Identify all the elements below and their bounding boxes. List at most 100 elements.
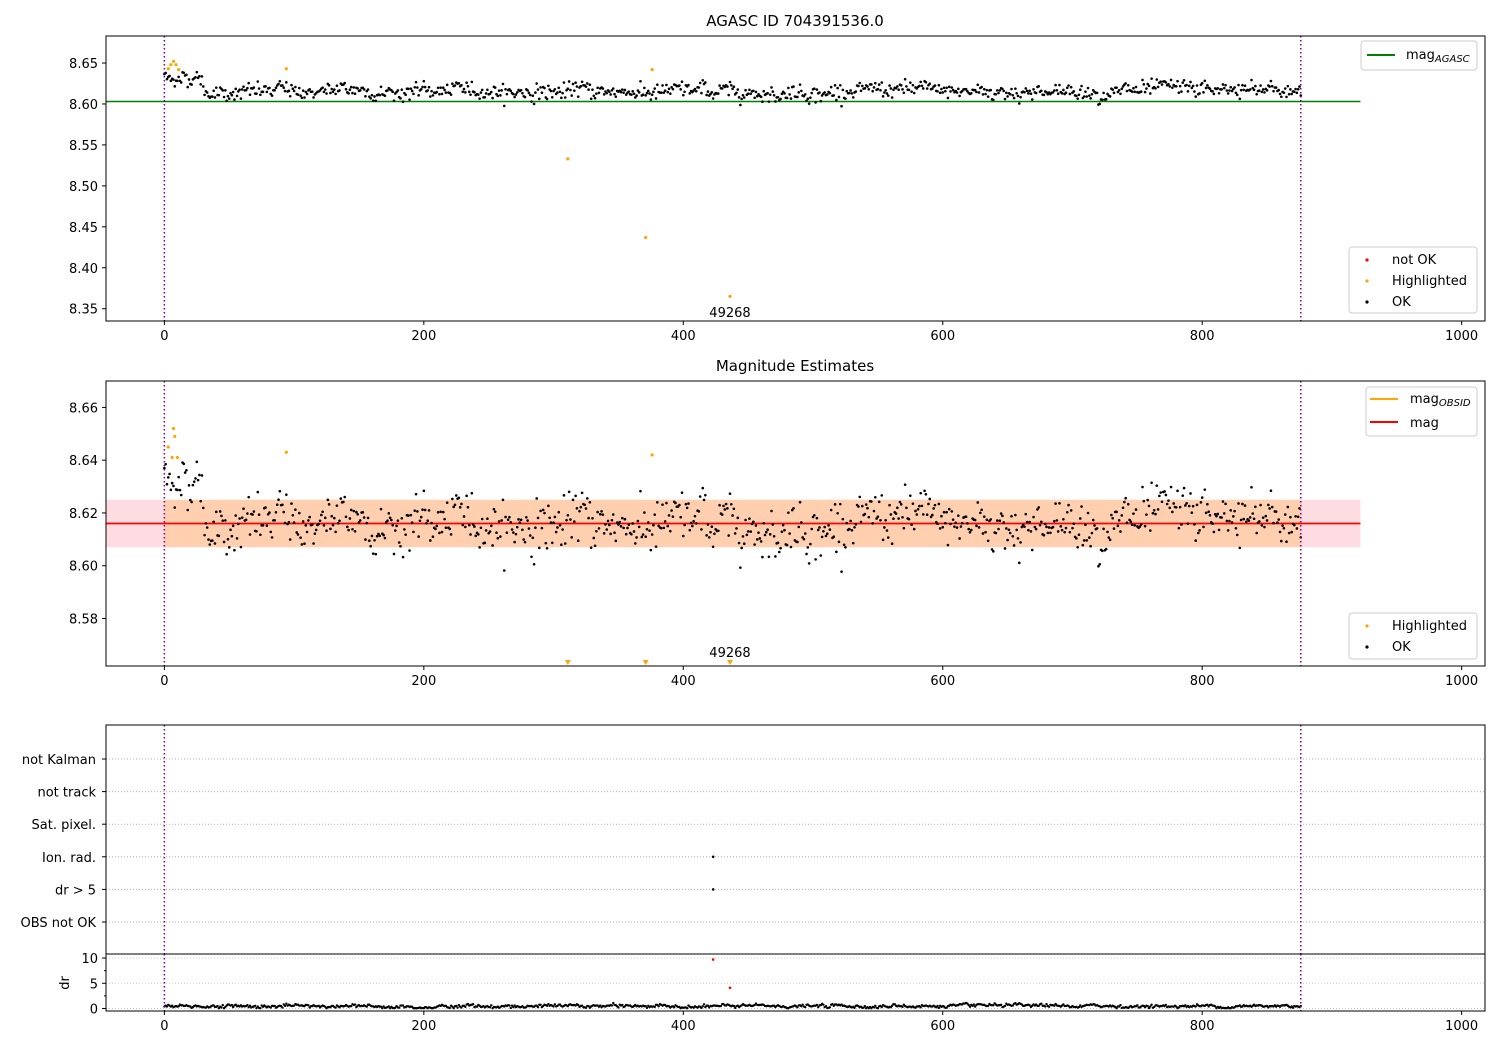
estimates-ok-point [186, 508, 190, 512]
dr-point [452, 1006, 455, 1010]
estimates-ok-point [166, 476, 170, 479]
agasc-ok-point [876, 87, 880, 91]
estimates-ok-point [1156, 508, 1160, 511]
agasc-ok-point [836, 86, 839, 90]
agasc-ok-point [611, 87, 615, 90]
agasc-ok-point [1216, 87, 1220, 90]
estimates-ok-point [601, 513, 605, 516]
estimates-ok-point [766, 528, 769, 532]
estimates-ok-point [517, 518, 520, 521]
agasc-ok-point [1024, 87, 1028, 90]
estimates-ok-point [395, 524, 398, 528]
agasc-ok-point [473, 90, 476, 94]
estimates-legend-bottom: Highlighted OK [1348, 612, 1478, 660]
estimates-ok-point [967, 527, 970, 531]
agasc-ok-point [1230, 89, 1234, 93]
agasc-ok-point [1067, 84, 1070, 87]
estimates-ok-point [1235, 533, 1239, 537]
estimates-ok-point [539, 509, 542, 513]
estimates-ok-point [352, 509, 356, 513]
agasc-ok-point [1189, 80, 1192, 84]
estimates-ok-point [640, 535, 644, 539]
estimates-ok-point [239, 545, 243, 549]
estimates-ok-point [724, 502, 728, 506]
agasc-ok-point [896, 85, 899, 88]
agasc-ok-point [1027, 92, 1030, 95]
estimates-ok-point [251, 513, 254, 516]
estimates-ok-point [1117, 519, 1121, 522]
estimates-ok-point [322, 524, 326, 527]
estimates-ok-point [1226, 529, 1230, 532]
estimates-ok-point [286, 522, 289, 526]
estimates-ok-point [932, 507, 935, 510]
estimates-ok-point [618, 520, 622, 524]
dr-xtick-label: 400 [671, 1019, 696, 1034]
dr-point [972, 1003, 976, 1006]
estimates-ok-point [445, 501, 449, 504]
dr-point [387, 1005, 391, 1008]
agasc-ok-point [1239, 88, 1243, 92]
agasc-ok-point [1104, 97, 1108, 101]
agasc-ok-point [861, 84, 864, 88]
estimates-ok-point [1151, 511, 1155, 515]
legend2-ok-label: OK [1392, 640, 1411, 655]
agasc-ok-point [182, 71, 186, 75]
estimates-ok-point [921, 513, 925, 516]
agasc-ok-point [622, 91, 625, 94]
agasc-ok-point [496, 94, 500, 98]
estimates-ok-point [1147, 504, 1151, 508]
flag-point [711, 855, 715, 859]
agasc-ok-point [1089, 97, 1092, 100]
estimates-ok-point [1264, 514, 1268, 518]
estimates-ok-point [990, 548, 994, 551]
estimates-ok-point [947, 507, 951, 511]
agasc-ok-point [1154, 87, 1157, 90]
estimates-ok-point [595, 529, 598, 533]
agasc-ok-point [746, 92, 750, 96]
estimates-ok-point [230, 534, 234, 538]
estimates-ok-point [212, 520, 215, 524]
estimates-ok-point [1193, 523, 1196, 526]
estimates-ok-point [1163, 490, 1166, 493]
agasc-ok-point [443, 88, 446, 92]
estimates-ok-point [518, 521, 522, 524]
estimates-ok-point [729, 502, 733, 506]
agasc-ok-point [866, 85, 869, 88]
estimates-ok-point [513, 540, 516, 544]
estimates-ok-point [325, 529, 328, 533]
agasc-ok-point [550, 95, 554, 99]
estimates-ok-point [851, 541, 855, 545]
flags-category-label: OBS not OK [21, 916, 97, 931]
dr-point [685, 1007, 689, 1010]
agasc-ok-point [501, 82, 505, 86]
agasc-ok-point [392, 99, 396, 103]
estimates-ok-point [871, 522, 874, 525]
estimates-ok-point [845, 521, 849, 525]
estimates-ok-point [1204, 511, 1208, 515]
agasc-ok-point [1077, 93, 1081, 97]
agasc-ok-point [949, 90, 952, 93]
agasc-ok-point [752, 89, 755, 93]
estimates-ok-point [421, 508, 424, 511]
estimates-ok-point [968, 530, 972, 534]
estimates-ok-point [788, 532, 791, 535]
agasc-ok-point [479, 91, 483, 94]
estimates-ok-point [224, 519, 227, 522]
estimates-ok-point [477, 533, 480, 536]
estimates-ok-point [888, 503, 891, 507]
agasc-ok-point [1003, 97, 1007, 101]
estimates-ok-point [1194, 539, 1198, 542]
agasc-ok-point [947, 85, 951, 89]
agasc-ok-point [818, 91, 821, 94]
dr-point [700, 1006, 703, 1010]
agasc-ok-point [1193, 90, 1196, 93]
agasc-ok-point [330, 87, 334, 91]
agasc-ok-point [1120, 87, 1124, 91]
estimates-ok-point [1086, 511, 1090, 515]
estimates-ok-point [403, 528, 406, 531]
dr-point [1003, 1004, 1007, 1008]
agasc-ok-point [728, 80, 732, 84]
agasc-ok-point [1119, 92, 1122, 96]
estimates-ok-point [630, 532, 633, 536]
